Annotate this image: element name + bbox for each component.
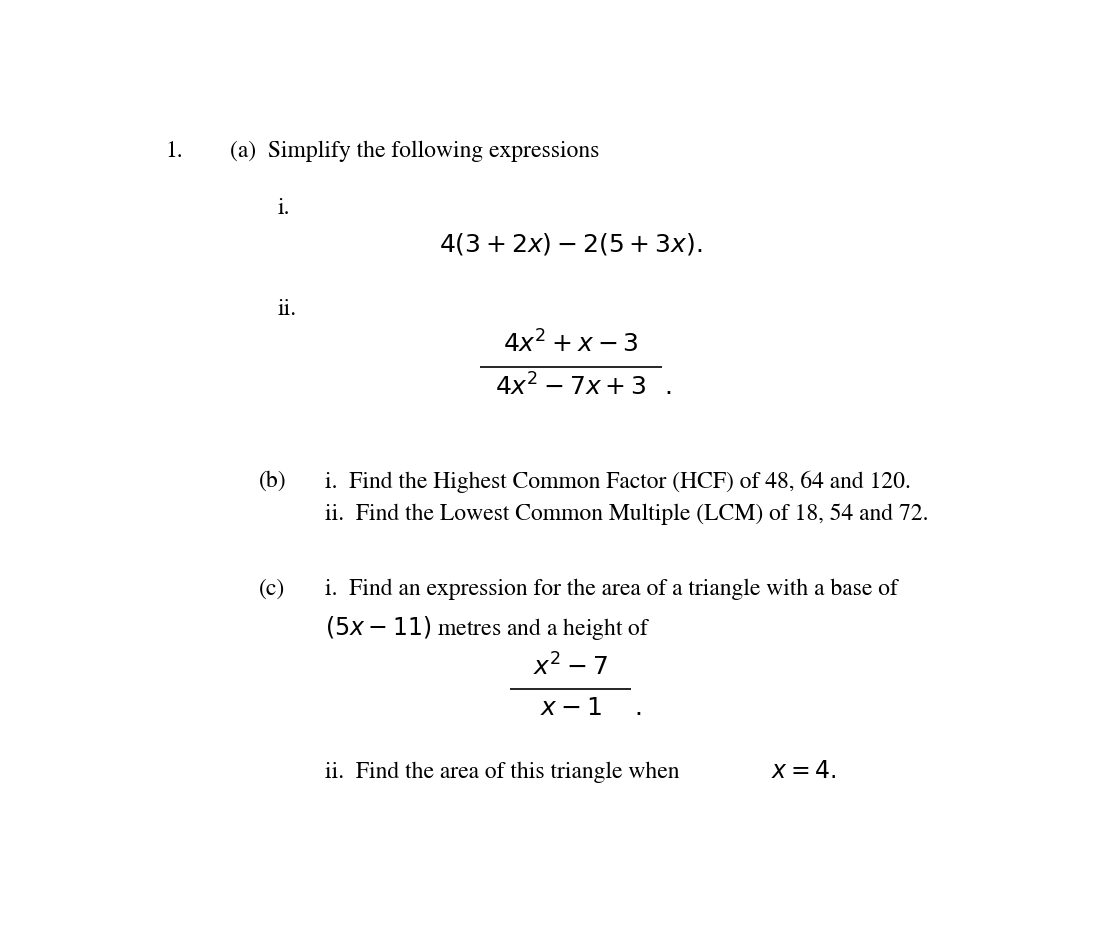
Text: 1.: 1. xyxy=(165,141,183,162)
Text: $.$: $.$ xyxy=(664,377,672,400)
Text: $x^2-7$: $x^2-7$ xyxy=(534,654,608,681)
Text: i.: i. xyxy=(277,198,290,219)
Text: ii.  Find the area of this triangle when: ii. Find the area of this triangle when xyxy=(325,761,685,783)
Text: (a)  Simplify the following expressions: (a) Simplify the following expressions xyxy=(229,141,599,162)
Text: $(5x-11)$ metres and a height of: $(5x-11)$ metres and a height of xyxy=(325,614,651,642)
Text: (c): (c) xyxy=(258,578,285,599)
Text: $4x^2+x-3$: $4x^2+x-3$ xyxy=(504,332,638,359)
Text: ii.  Find the Lowest Common Multiple (LCM) of 18, 54 and 72.: ii. Find the Lowest Common Multiple (LCM… xyxy=(325,503,928,525)
Text: (b): (b) xyxy=(258,471,286,492)
Text: $x=4.$: $x=4.$ xyxy=(771,761,837,783)
Text: $4(3+2x)-2(5+3x).$: $4(3+2x)-2(5+3x).$ xyxy=(439,232,703,257)
Text: ii.: ii. xyxy=(277,298,296,320)
Text: $x-1$: $x-1$ xyxy=(540,697,602,721)
Text: $4x^2-7x+3$: $4x^2-7x+3$ xyxy=(495,375,647,402)
Text: i.  Find an expression for the area of a triangle with a base of: i. Find an expression for the area of a … xyxy=(325,578,898,599)
Text: i.  Find the Highest Common Factor (HCF) of 48, 64 and 120.: i. Find the Highest Common Factor (HCF) … xyxy=(325,471,911,493)
Text: $.$: $.$ xyxy=(634,697,642,721)
